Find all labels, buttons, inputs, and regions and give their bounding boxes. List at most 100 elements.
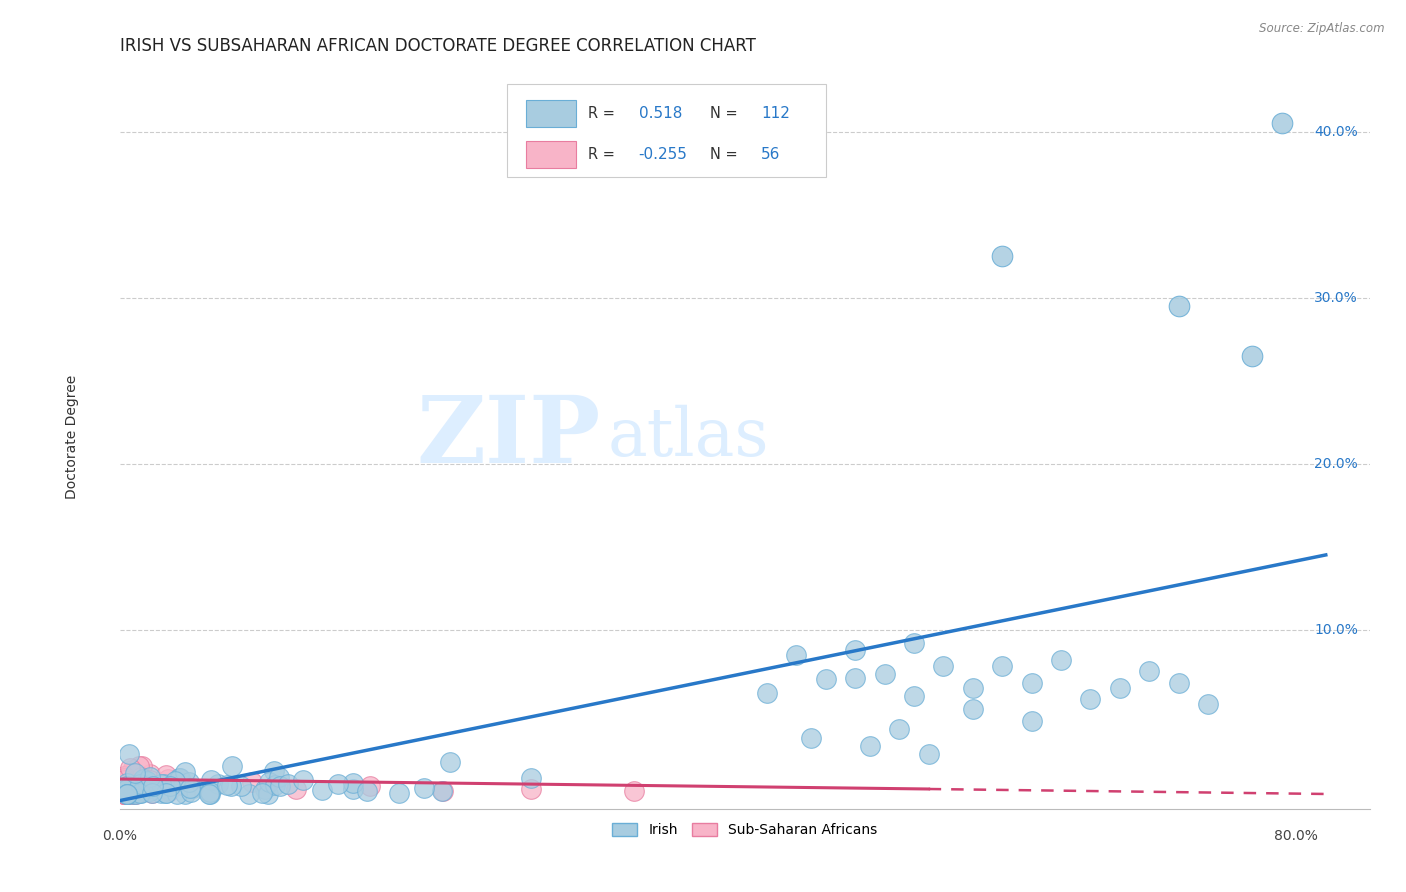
Point (238, 787, 260, 801)
Point (139, 770, 162, 784)
Point (229, 779, 252, 793)
Point (112, 783, 135, 797)
Point (131, 774, 153, 789)
Point (800, 731, 823, 745)
Point (181, 780, 204, 795)
Point (134, 778, 156, 792)
Point (129, 770, 152, 784)
Point (889, 723, 911, 737)
Point (326, 776, 349, 790)
Point (115, 787, 138, 801)
Point (120, 786, 142, 800)
Point (124, 787, 146, 801)
Point (167, 778, 190, 792)
Point (1050, 652, 1073, 666)
Text: 10.0%: 10.0% (1315, 623, 1358, 637)
Point (157, 784, 180, 798)
Point (257, 775, 280, 789)
Text: atlas: atlas (607, 404, 769, 470)
Point (1021, 714, 1043, 728)
Point (342, 782, 364, 797)
Point (342, 776, 364, 790)
Point (132, 784, 155, 798)
Point (166, 787, 188, 801)
Point (844, 642, 866, 657)
Point (112, 785, 135, 799)
Point (112, 769, 135, 783)
Point (117, 787, 139, 801)
Point (903, 689, 925, 703)
Point (118, 767, 141, 781)
Text: IRISH VS SUBSAHARAN AFRICAN DOCTORATE DEGREE CORRELATION CHART: IRISH VS SUBSAHARAN AFRICAN DOCTORATE DE… (120, 37, 755, 55)
Point (117, 747, 139, 761)
Point (128, 758, 150, 772)
Point (132, 772, 155, 787)
Point (180, 780, 202, 795)
FancyBboxPatch shape (526, 141, 576, 168)
Point (1021, 675, 1043, 690)
Point (623, 783, 645, 797)
Point (112, 787, 135, 801)
Text: 56: 56 (761, 146, 780, 161)
Text: -0.255: -0.255 (638, 146, 688, 161)
Point (129, 783, 152, 797)
Point (165, 773, 187, 788)
Point (117, 785, 139, 799)
Point (138, 772, 160, 787)
Legend: Irish, Sub-Saharan Africans: Irish, Sub-Saharan Africans (607, 818, 883, 843)
Point (917, 747, 939, 761)
Point (167, 771, 190, 785)
Point (139, 781, 162, 796)
Point (267, 770, 290, 784)
Point (359, 779, 381, 793)
Text: 112: 112 (761, 105, 790, 120)
Point (115, 782, 138, 797)
Point (118, 784, 141, 798)
Point (117, 781, 139, 796)
Point (115, 787, 138, 801)
Point (125, 780, 148, 794)
Point (174, 765, 197, 780)
Point (121, 787, 143, 801)
Point (180, 784, 202, 798)
Point (1080, 692, 1102, 706)
Point (112, 772, 135, 786)
Point (859, 739, 882, 753)
Text: N =: N = (710, 146, 742, 161)
Point (115, 787, 138, 801)
Text: ZIP: ZIP (416, 392, 600, 482)
Point (134, 779, 156, 793)
Point (520, 772, 543, 786)
Text: Source: ZipAtlas.com: Source: ZipAtlas.com (1260, 22, 1385, 36)
Point (112, 773, 135, 788)
Text: 30.0%: 30.0% (1315, 291, 1358, 304)
Point (153, 781, 176, 796)
Point (114, 787, 136, 801)
Point (263, 764, 285, 778)
Point (155, 786, 177, 800)
Point (292, 772, 315, 787)
Text: R =: R = (589, 146, 620, 161)
Point (114, 782, 136, 797)
Point (139, 776, 162, 790)
Point (217, 778, 239, 792)
Point (814, 673, 837, 687)
Text: N =: N = (710, 105, 742, 120)
Point (200, 773, 222, 788)
Point (962, 702, 984, 716)
Point (125, 787, 148, 801)
Point (1241, 349, 1264, 363)
Point (221, 759, 243, 773)
Point (150, 786, 173, 800)
Point (1137, 664, 1160, 678)
Point (991, 249, 1014, 263)
FancyBboxPatch shape (526, 100, 576, 127)
Point (153, 777, 176, 791)
Point (991, 659, 1014, 673)
Point (124, 765, 146, 780)
Point (198, 787, 221, 801)
Point (174, 787, 197, 801)
Point (115, 786, 138, 800)
Point (129, 777, 152, 791)
Point (118, 761, 141, 775)
